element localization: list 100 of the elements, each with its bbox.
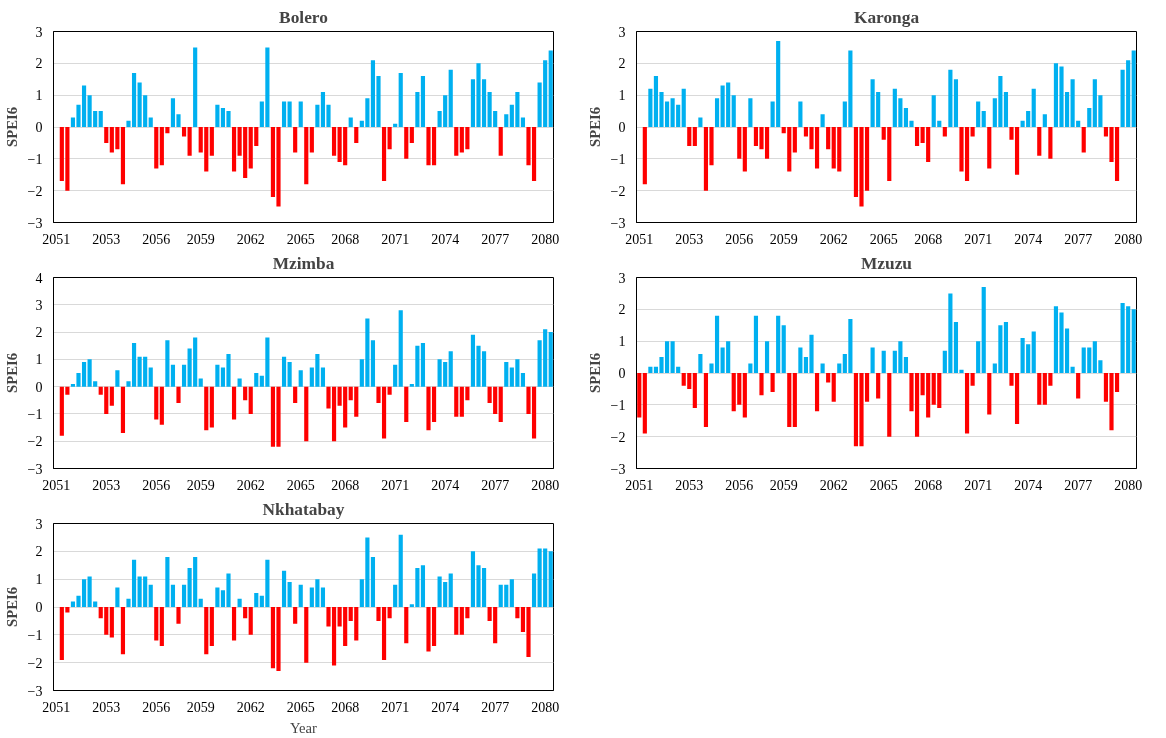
y-tick-label: −1 [610, 397, 626, 413]
x-tick-label: 2053 [92, 699, 121, 715]
y-tick-label: 0 [35, 120, 43, 135]
x-tick-label: 2065 [869, 231, 898, 247]
x-tick-label: 2059 [186, 477, 215, 493]
y-tick-label: 0 [618, 120, 626, 135]
y-tick-label: −2 [27, 434, 43, 450]
y-tick-label: −2 [610, 429, 626, 445]
chart-title: Mzuzu [860, 253, 913, 273]
x-tick-label: 2059 [186, 699, 215, 715]
y-axis-title: SPEI6 [3, 353, 20, 393]
y-tick-label: −3 [610, 461, 626, 477]
x-tick-label: 2051 [625, 231, 654, 247]
x-tick-label: 2071 [964, 477, 993, 493]
y-tick-label: 4 [35, 270, 43, 286]
x-tick-label: 2065 [869, 477, 898, 493]
x-tick-label: 2071 [381, 699, 410, 715]
x-tick-label: 2077 [481, 231, 510, 247]
y-tick-label: −1 [27, 627, 43, 643]
x-tick-label: 2080 [531, 477, 560, 493]
y-tick-label: 3 [35, 516, 43, 532]
x-tick-label: 2062 [236, 699, 265, 715]
y-tick-label: 2 [35, 544, 43, 560]
y-tick-label: 3 [35, 297, 43, 313]
x-tick-label: 2071 [964, 231, 993, 247]
x-tick-label: 2068 [331, 231, 360, 247]
x-tick-label: 2062 [819, 231, 848, 247]
x-tick-label: 2071 [381, 231, 410, 247]
y-tick-label: 3 [618, 24, 626, 40]
x-tick-label: 2062 [819, 477, 848, 493]
y-tick-label: 1 [35, 572, 43, 588]
x-tick-label: 2059 [769, 231, 798, 247]
chart-title: Nkhatabay [262, 499, 345, 519]
y-tick-label: 1 [35, 352, 43, 368]
y-tick-label: 2 [618, 56, 626, 72]
y-axis-title: SPEI6 [586, 107, 603, 147]
x-tick-label: 2062 [236, 231, 265, 247]
x-tick-label: 2065 [286, 477, 315, 493]
y-tick-label: −3 [27, 461, 43, 477]
x-axis-title: Year [290, 719, 318, 736]
x-tick-label: 2056 [142, 699, 171, 715]
x-tick-label: 2056 [725, 231, 754, 247]
y-tick-label: −3 [610, 215, 626, 231]
x-tick-label: 2068 [331, 699, 360, 715]
chart-title: Karonga [853, 7, 920, 27]
y-axis-title: SPEI6 [3, 587, 20, 627]
y-tick-label: 0 [618, 366, 626, 381]
chart-title: Mzimba [272, 253, 335, 273]
y-tick-label: −1 [27, 406, 43, 422]
y-axis-title: SPEI6 [586, 353, 603, 393]
y-tick-label: 0 [35, 379, 43, 395]
x-tick-label: 2080 [531, 231, 560, 247]
y-axis-title: SPEI6 [3, 107, 20, 147]
x-tick-label: 2071 [381, 477, 410, 493]
y-tick-label: 0 [35, 600, 43, 615]
x-tick-label: 2068 [331, 477, 360, 493]
x-tick-label: 2080 [1114, 231, 1143, 247]
x-tick-label: 2065 [286, 699, 315, 715]
y-tick-label: 2 [618, 302, 626, 318]
x-tick-label: 2074 [1014, 231, 1043, 247]
y-tick-label: 2 [35, 56, 43, 72]
x-tick-label: 2051 [42, 699, 71, 715]
x-tick-label: 2074 [431, 231, 460, 247]
x-tick-label: 2077 [481, 477, 510, 493]
y-tick-label: 3 [618, 270, 626, 286]
y-tick-label: −2 [27, 655, 43, 671]
x-tick-label: 2053 [92, 477, 121, 493]
chart-title: Bolero [279, 7, 328, 27]
y-tick-label: −1 [27, 151, 43, 167]
y-tick-label: 1 [618, 88, 626, 104]
y-tick-label: −3 [27, 683, 43, 699]
x-tick-label: 2080 [1114, 477, 1143, 493]
x-tick-label: 2059 [769, 477, 798, 493]
x-tick-label: 2080 [531, 699, 560, 715]
x-tick-label: 2051 [625, 477, 654, 493]
x-tick-label: 2062 [236, 477, 265, 493]
y-tick-label: −2 [27, 183, 43, 199]
x-tick-label: 2059 [186, 231, 215, 247]
x-tick-label: 2077 [1064, 477, 1093, 493]
x-tick-label: 2068 [914, 477, 943, 493]
x-tick-label: 2077 [1064, 231, 1093, 247]
y-tick-label: 1 [35, 88, 43, 104]
y-tick-label: 1 [618, 334, 626, 350]
y-tick-label: 3 [35, 24, 43, 40]
x-tick-label: 2056 [142, 477, 171, 493]
y-tick-label: −2 [610, 183, 626, 199]
x-tick-label: 2065 [286, 231, 315, 247]
x-tick-label: 2053 [92, 231, 121, 247]
x-tick-label: 2056 [725, 477, 754, 493]
x-tick-label: 2056 [142, 231, 171, 247]
x-tick-label: 2077 [481, 699, 510, 715]
x-tick-label: 2074 [431, 477, 460, 493]
y-tick-label: 2 [35, 325, 43, 341]
x-tick-label: 2051 [42, 231, 71, 247]
x-tick-label: 2068 [914, 231, 943, 247]
x-tick-label: 2074 [1014, 477, 1043, 493]
y-tick-label: −1 [610, 151, 626, 167]
x-tick-label: 2053 [675, 231, 704, 247]
y-tick-label: −3 [27, 215, 43, 231]
x-tick-label: 2074 [431, 699, 460, 715]
